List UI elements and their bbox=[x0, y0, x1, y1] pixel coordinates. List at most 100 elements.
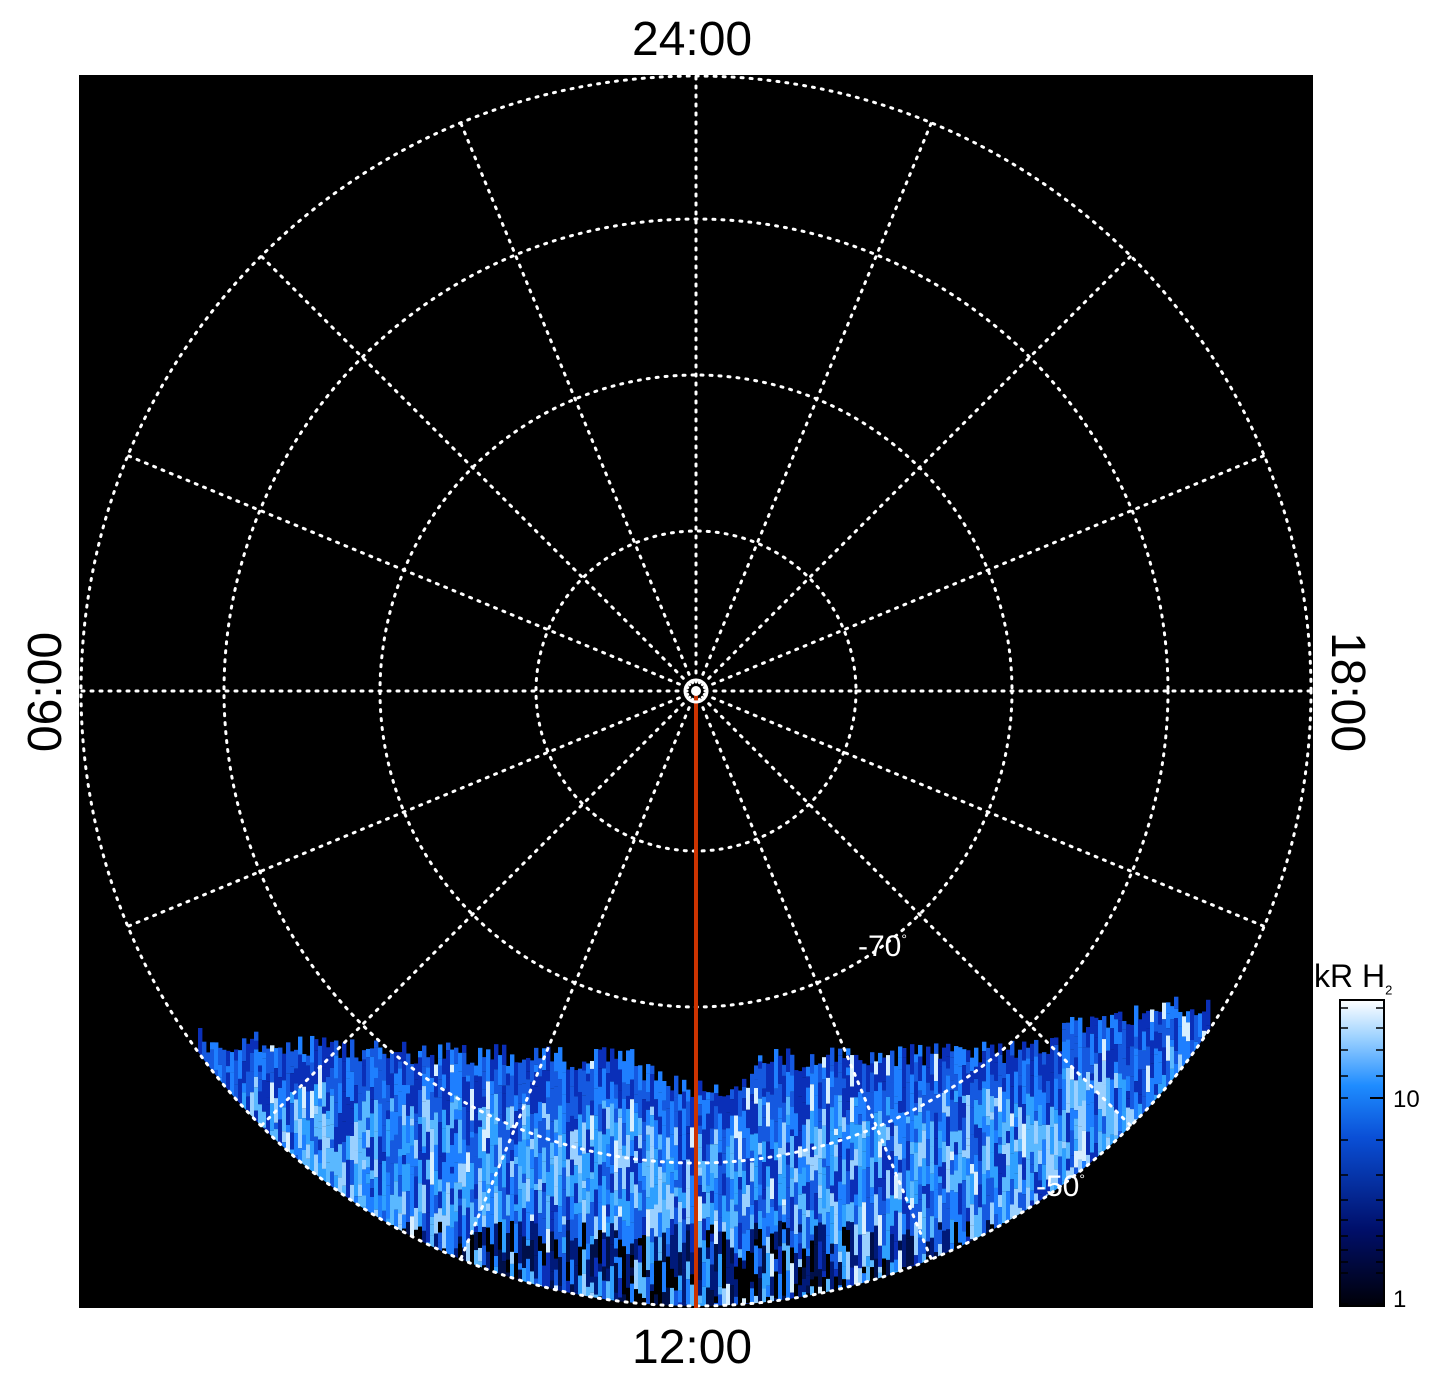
emission-cell bbox=[266, 1081, 271, 1098]
emission-cell bbox=[1042, 1164, 1047, 1190]
emission-cell bbox=[870, 1052, 875, 1064]
emission-cell bbox=[458, 1308, 462, 1316]
emission-cell bbox=[950, 1090, 955, 1100]
emission-cell bbox=[542, 1070, 547, 1104]
emission-cell bbox=[918, 1142, 923, 1167]
emission-cell bbox=[566, 1131, 571, 1160]
emission-cell bbox=[522, 1103, 527, 1126]
emission-cell bbox=[678, 1161, 683, 1188]
emission-cell bbox=[546, 1141, 551, 1173]
emission-cell bbox=[758, 1126, 763, 1143]
emission-cell bbox=[270, 1045, 275, 1052]
emission-cell bbox=[346, 1104, 351, 1136]
emission-cell bbox=[974, 1171, 979, 1195]
emission-cell bbox=[722, 1288, 727, 1306]
emission-cell bbox=[778, 1107, 783, 1119]
emission-cell bbox=[502, 1044, 507, 1065]
emission-cell bbox=[802, 1167, 807, 1186]
emission-cell bbox=[662, 1125, 667, 1147]
emission-cell bbox=[978, 1062, 983, 1091]
emission-cell bbox=[626, 1084, 631, 1096]
emission-cell bbox=[334, 1309, 338, 1328]
emission-cell bbox=[246, 1096, 251, 1112]
emission-cell bbox=[830, 1261, 835, 1292]
emission-cell bbox=[902, 1190, 907, 1214]
emission-cell bbox=[362, 1159, 367, 1170]
emission-cell bbox=[754, 1200, 759, 1223]
emission-cell bbox=[690, 1206, 695, 1224]
emission-cell bbox=[254, 1087, 259, 1111]
emission-cell bbox=[862, 1138, 867, 1152]
emission-cell bbox=[1130, 1076, 1135, 1110]
emission-cell bbox=[506, 1129, 511, 1164]
emission-cell bbox=[342, 1141, 347, 1163]
emission-cell bbox=[462, 1186, 467, 1199]
emission-cell bbox=[794, 1306, 798, 1324]
emission-cell bbox=[1206, 999, 1211, 1026]
emission-cell bbox=[1186, 1310, 1190, 1321]
emission-cell bbox=[838, 1181, 843, 1200]
emission-cell bbox=[606, 1216, 611, 1223]
emission-cell bbox=[718, 1152, 723, 1166]
emission-cell bbox=[690, 1147, 695, 1166]
emission-cell bbox=[550, 1271, 555, 1281]
emission-cell bbox=[474, 1065, 479, 1076]
emission-cell bbox=[938, 1195, 943, 1223]
emission-cell bbox=[1078, 1150, 1083, 1160]
emission-cell bbox=[822, 1271, 827, 1278]
emission-cell bbox=[1066, 1170, 1071, 1180]
emission-cell bbox=[598, 1049, 603, 1069]
emission-cell bbox=[758, 1278, 763, 1306]
emission-cell bbox=[466, 1075, 471, 1082]
emission-cell bbox=[342, 1042, 347, 1062]
emission-cell bbox=[218, 1064, 223, 1078]
emission-cell bbox=[286, 1098, 291, 1126]
emission-cell bbox=[606, 1281, 611, 1306]
emission-cell bbox=[946, 1068, 951, 1076]
emission-cell bbox=[362, 1148, 367, 1160]
emission-cell bbox=[366, 1167, 371, 1174]
emission-cell bbox=[630, 1255, 635, 1268]
emission-cell bbox=[1002, 1078, 1007, 1092]
emission-cell bbox=[570, 1259, 575, 1285]
emission-cell bbox=[998, 1153, 1003, 1174]
emission-cell bbox=[994, 1097, 999, 1107]
emission-cell bbox=[1150, 1021, 1155, 1041]
emission-cell bbox=[1070, 1079, 1075, 1109]
emission-cell bbox=[558, 1232, 563, 1258]
meridian-line-2 bbox=[694, 254, 1133, 693]
emission-cell bbox=[830, 1087, 835, 1108]
emission-cell bbox=[1002, 1191, 1007, 1224]
emission-cell bbox=[450, 1049, 455, 1065]
emission-cell bbox=[230, 1304, 235, 1306]
emission-cell bbox=[266, 1097, 271, 1105]
emission-cell bbox=[570, 1066, 575, 1087]
emission-cell bbox=[538, 1250, 543, 1285]
emission-cell bbox=[706, 1230, 711, 1248]
emission-cell bbox=[622, 1246, 627, 1271]
emission-cell bbox=[414, 1079, 419, 1114]
emission-cell bbox=[254, 1040, 259, 1050]
emission-cell bbox=[962, 1150, 967, 1158]
emission-cell bbox=[338, 1144, 343, 1178]
emission-cell bbox=[578, 1146, 583, 1156]
emission-cell bbox=[578, 1068, 583, 1092]
emission-cell bbox=[894, 1198, 899, 1211]
emission-cell bbox=[670, 1268, 675, 1288]
emission-cell bbox=[1018, 1192, 1023, 1208]
emission-cell bbox=[1038, 1075, 1043, 1090]
emission-cell bbox=[870, 1232, 875, 1261]
emission-cell bbox=[978, 1160, 983, 1185]
emission-cell bbox=[986, 1060, 991, 1089]
emission-cell bbox=[474, 1217, 479, 1227]
emission-cell bbox=[526, 1201, 531, 1213]
emission-cell bbox=[262, 1058, 267, 1081]
emission-cell bbox=[498, 1190, 503, 1223]
emission-cell bbox=[386, 1185, 391, 1219]
emission-cell bbox=[242, 1038, 247, 1062]
emission-cell bbox=[702, 1091, 707, 1101]
emission-cell bbox=[522, 1139, 527, 1174]
emission-cell bbox=[902, 1234, 907, 1268]
emission-cell bbox=[1014, 1117, 1019, 1127]
emission-cell bbox=[402, 1104, 407, 1126]
